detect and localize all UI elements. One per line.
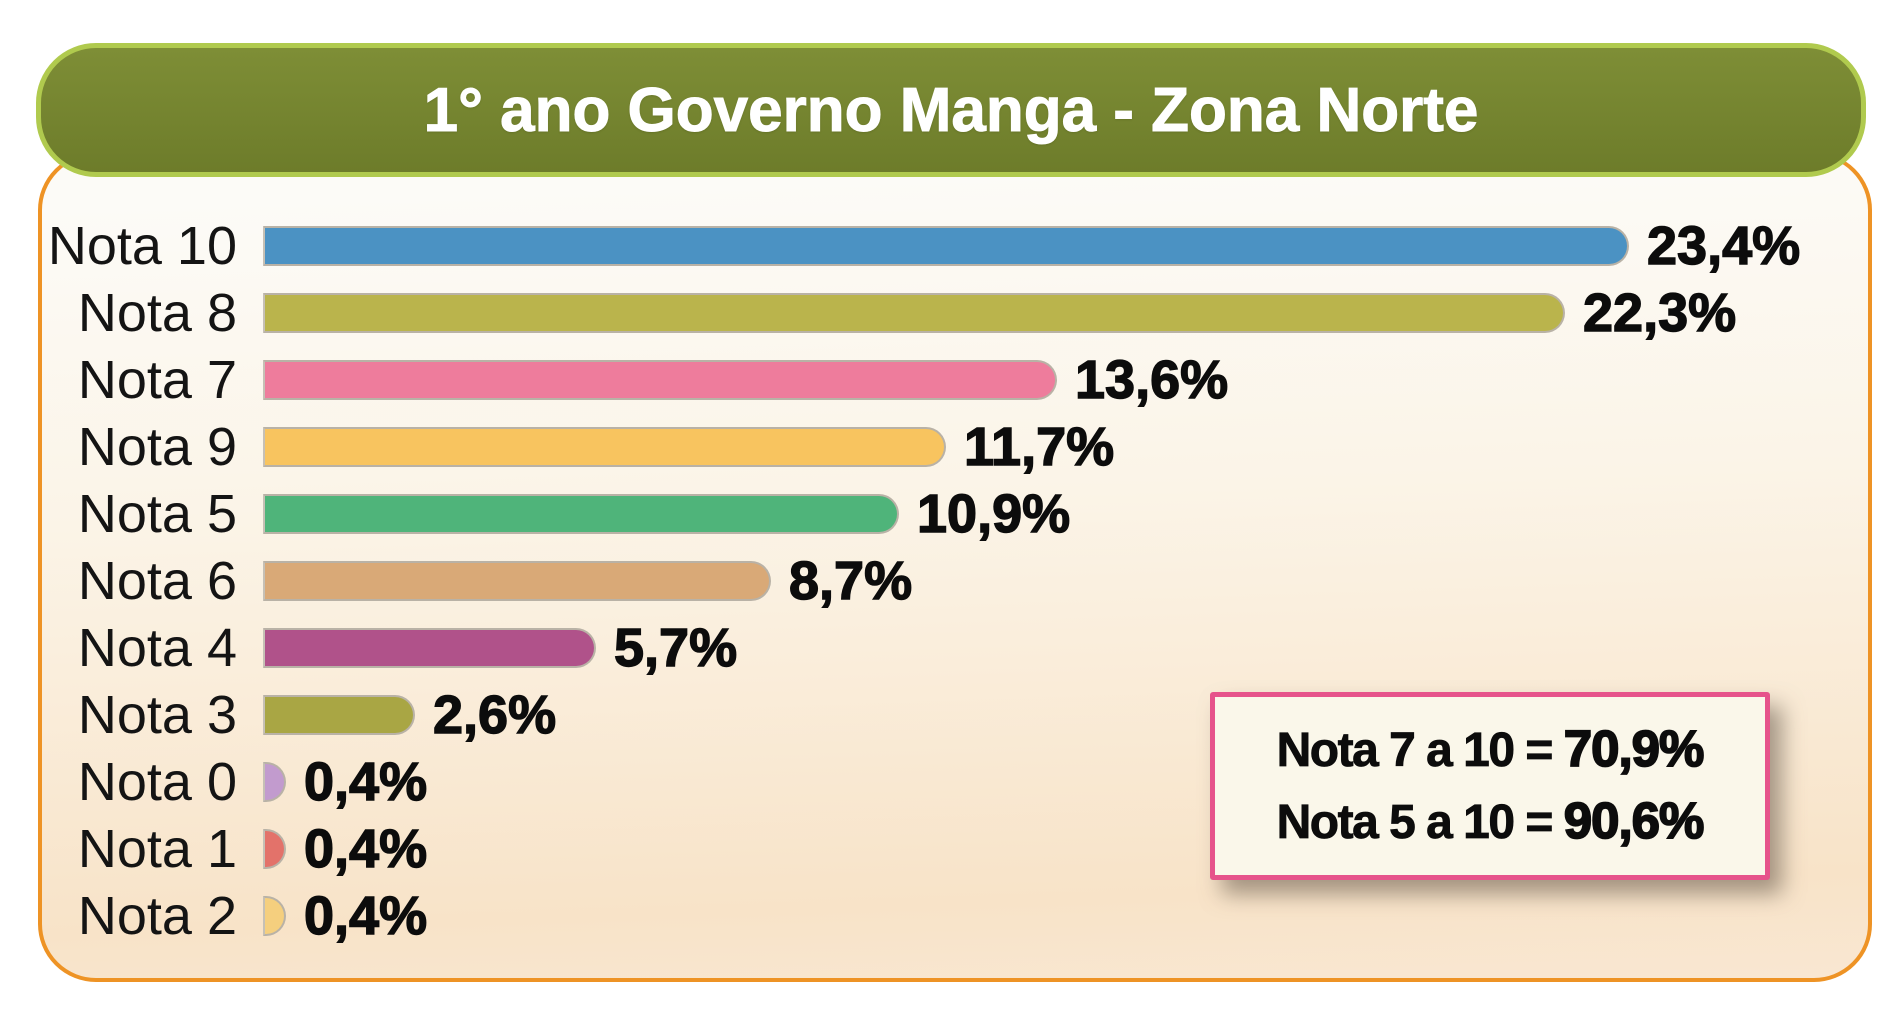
bar bbox=[263, 426, 946, 467]
summary-note: Nota 7 a 10 = 70,9% Nota 5 a 10 = 90,6% bbox=[1210, 692, 1770, 880]
bar-row: Nota 6 8,7% bbox=[0, 547, 1903, 614]
bar-row: Nota 0 0,4% bbox=[0, 748, 1903, 815]
bar-row: Nota 10 23,4% bbox=[0, 212, 1903, 279]
bar-row: Nota 3 2,6% bbox=[0, 681, 1903, 748]
value-label: 5,7% bbox=[613, 617, 738, 678]
category-label: Nota 7 bbox=[77, 349, 237, 410]
summary-line-value: 90,6% bbox=[1563, 791, 1705, 850]
bar-row: Nota 7 13,6% bbox=[0, 346, 1903, 413]
value-label: 0,4% bbox=[303, 818, 428, 879]
value-label: 0,4% bbox=[303, 751, 428, 812]
bar bbox=[263, 493, 899, 534]
category-label: Nota 10 bbox=[47, 215, 237, 276]
bar bbox=[263, 895, 286, 936]
bar bbox=[263, 292, 1565, 333]
value-label: 13,6% bbox=[1074, 349, 1229, 410]
summary-line: Nota 7 a 10 = 70,9% bbox=[1276, 717, 1705, 783]
summary-line-label: Nota 5 a 10 = bbox=[1276, 796, 1564, 850]
value-label: 0,4% bbox=[303, 885, 428, 946]
bar-row: Nota 8 22,3% bbox=[0, 279, 1903, 346]
bar-row: Nota 9 11,7% bbox=[0, 413, 1903, 480]
value-label: 8,7% bbox=[788, 550, 913, 611]
category-label: Nota 1 bbox=[77, 818, 237, 879]
value-label: 22,3% bbox=[1582, 282, 1737, 343]
value-label: 11,7% bbox=[963, 416, 1115, 477]
bar bbox=[263, 828, 286, 869]
bar-chart: Nota 10 23,4% Nota 8 22,3% Nota 7 13,6% Nota 9… bbox=[0, 212, 1903, 949]
bar bbox=[263, 694, 415, 735]
category-label: Nota 3 bbox=[77, 684, 237, 745]
bar-row: Nota 5 10,9% bbox=[0, 480, 1903, 547]
value-label: 23,4% bbox=[1646, 215, 1801, 276]
category-label: Nota 0 bbox=[77, 751, 237, 812]
bar-row: Nota 1 0,4% bbox=[0, 815, 1903, 882]
page-title: 1° ano Governo Manga - Zona Norte bbox=[423, 75, 1479, 145]
category-label: Nota 2 bbox=[77, 885, 237, 946]
bar-row: Nota 2 0,4% bbox=[0, 882, 1903, 949]
title-banner: 1° ano Governo Manga - Zona Norte bbox=[36, 43, 1866, 177]
category-label: Nota 6 bbox=[77, 550, 237, 611]
bar bbox=[263, 225, 1629, 266]
value-label: 2,6% bbox=[432, 684, 557, 745]
category-label: Nota 9 bbox=[77, 416, 237, 477]
summary-line-label: Nota 7 a 10 = bbox=[1276, 724, 1564, 778]
category-label: Nota 4 bbox=[77, 617, 237, 678]
category-label: Nota 5 bbox=[77, 483, 237, 544]
bar bbox=[263, 560, 771, 601]
bar-row: Nota 4 5,7% bbox=[0, 614, 1903, 681]
summary-line-value: 70,9% bbox=[1563, 719, 1705, 778]
value-label: 10,9% bbox=[916, 483, 1071, 544]
bar bbox=[263, 761, 286, 802]
bar bbox=[263, 359, 1057, 400]
category-label: Nota 8 bbox=[77, 282, 237, 343]
summary-line: Nota 5 a 10 = 90,6% bbox=[1276, 789, 1705, 855]
bar bbox=[263, 627, 596, 668]
